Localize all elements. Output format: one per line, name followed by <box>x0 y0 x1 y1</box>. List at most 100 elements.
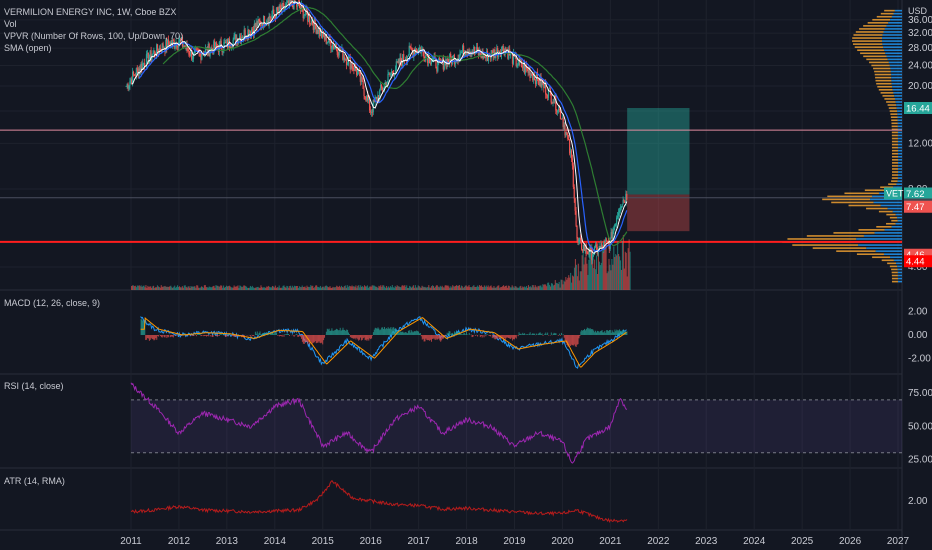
macd-histogram-bar <box>156 335 157 340</box>
volume-bar <box>191 287 192 290</box>
volume-bar <box>484 285 485 290</box>
volume-bar <box>286 286 287 290</box>
vpvr-bar-down <box>882 43 902 45</box>
vpvr-bar-up <box>892 138 898 140</box>
macd-histogram-bar <box>314 335 315 342</box>
volume-bar <box>237 285 238 290</box>
volume-bar <box>383 285 384 290</box>
volume-bar <box>356 288 357 290</box>
volume-bar <box>429 288 430 290</box>
candle-body <box>571 151 572 159</box>
volume-bar <box>588 260 589 290</box>
candle-body <box>331 48 332 49</box>
vpvr-bar-down <box>894 13 902 15</box>
vpvr-bar-up <box>891 116 898 118</box>
macd-histogram-bar <box>218 335 219 336</box>
volume-bar <box>419 286 420 290</box>
candle-body <box>439 59 440 60</box>
volume-bar <box>173 287 174 290</box>
vpvr-bar-up <box>891 269 898 271</box>
atr-label[interactable]: ATR (14, RMA) <box>4 476 65 486</box>
volume-bar <box>528 285 529 290</box>
volume-bar <box>245 286 246 290</box>
volume-bar <box>523 287 524 290</box>
candle-body <box>363 81 364 89</box>
vpvr-label[interactable]: VPVR (Number Of Rows, 100, Up/Down, 70) <box>4 31 183 41</box>
volume-bar <box>454 286 455 290</box>
rsi-label[interactable]: RSI (14, close) <box>4 381 64 391</box>
vpvr-bar-up <box>866 59 887 61</box>
volume-bar <box>340 287 341 290</box>
macd-label[interactable]: MACD (12, 26, close, 9) <box>4 298 100 308</box>
volume-bar <box>141 285 142 290</box>
volume-bar <box>230 287 231 290</box>
macd-histogram-bar <box>379 330 380 335</box>
macd-histogram-bar <box>351 335 352 338</box>
volume-bar <box>569 278 570 290</box>
vpvr-bar-up <box>883 95 895 97</box>
macd-histogram-bar <box>225 335 226 337</box>
candle-body <box>258 19 259 21</box>
macd-histogram-bar <box>149 335 150 341</box>
sma-label[interactable]: SMA (open) <box>4 43 52 53</box>
volume-bar <box>165 286 166 290</box>
macd-histogram-bar <box>400 331 401 335</box>
volume-bar <box>531 287 532 290</box>
macd-histogram-bar <box>153 335 154 340</box>
macd-histogram-bar <box>504 335 505 338</box>
candle-body <box>233 35 234 39</box>
vet-tag-text: VET <box>886 188 904 198</box>
volume-bar <box>461 286 462 290</box>
macd-histogram-bar <box>440 335 441 342</box>
volume-bar <box>372 285 373 290</box>
vpvr-bar-down <box>898 122 902 124</box>
vpvr-bar-down <box>858 244 902 246</box>
macd-histogram-bar <box>260 331 261 335</box>
volume-bar <box>196 285 197 290</box>
candle-body <box>187 50 188 51</box>
macd-histogram-bar <box>285 334 286 335</box>
macd-histogram-bar <box>347 330 348 335</box>
symbol-label[interactable]: VERMILION ENERGY INC, 1W, Cboe BZX <box>4 7 176 17</box>
macd-histogram-bar <box>616 330 617 335</box>
volume-bar <box>581 271 582 290</box>
macd-histogram-bar <box>150 335 151 340</box>
macd-histogram-bar <box>445 335 446 336</box>
candle-body <box>573 166 574 187</box>
candle-body <box>617 216 618 218</box>
vpvr-bar-down <box>891 71 902 73</box>
volume-bar <box>194 286 195 290</box>
volume-bar <box>539 286 540 290</box>
vpvr-bar-up <box>865 189 887 191</box>
volume-bar <box>508 286 509 290</box>
macd-histogram-bar <box>603 332 604 335</box>
macd-histogram-bar <box>538 334 539 335</box>
vpvr-bar-down <box>896 263 902 265</box>
macd-histogram-bar <box>402 332 403 335</box>
vpvr-bar-up <box>892 275 898 277</box>
volume-bar <box>522 287 523 290</box>
volume-bar <box>269 287 270 290</box>
price-tick-label: 20.00 <box>908 81 932 92</box>
volume-bar <box>599 262 600 290</box>
macd-histogram-bar <box>544 334 545 335</box>
volume-bar <box>431 286 432 290</box>
candle-body <box>381 85 382 88</box>
macd-histogram-bar <box>560 335 561 336</box>
candle-body <box>194 51 195 53</box>
macd-histogram-bar <box>394 329 395 335</box>
vol-label[interactable]: Vol <box>4 19 17 29</box>
macd-histogram-bar <box>612 330 613 335</box>
macd-histogram-bar <box>277 335 278 336</box>
volume-bar <box>206 287 207 290</box>
vpvr-bar-down <box>875 232 902 234</box>
volume-bar <box>452 285 453 290</box>
macd-histogram-bar <box>212 335 213 337</box>
macd-histogram-bar <box>480 335 481 337</box>
volume-bar <box>598 251 599 290</box>
candle-body <box>521 61 522 68</box>
volume-bar <box>354 287 355 290</box>
macd-histogram-bar <box>405 332 406 335</box>
macd-histogram-bar <box>385 329 386 335</box>
